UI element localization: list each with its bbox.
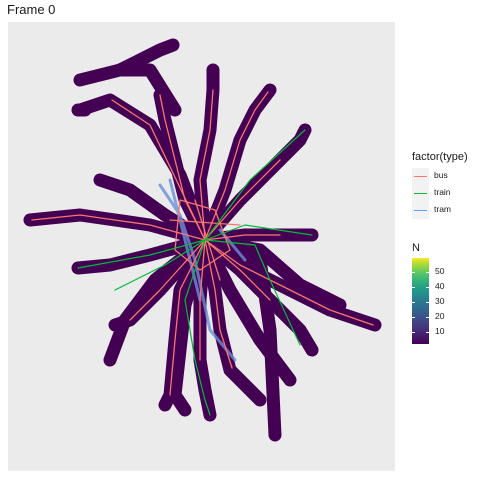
tram-route (168, 178, 202, 302)
bus-route (204, 239, 271, 301)
plot-title: Frame 0 (7, 2, 56, 17)
bus-route (204, 234, 281, 241)
stop-buffer-route (73, 63, 182, 117)
bus-route (204, 159, 281, 241)
bus-route (169, 219, 241, 226)
train-route (204, 239, 301, 346)
map-panel (8, 22, 395, 471)
type-legend: factor(type) bus train tram (412, 151, 468, 219)
legend-label-bus: bus (434, 170, 448, 180)
legend-label-tram: tram (434, 204, 451, 214)
n-tick-40: 40 (435, 281, 445, 291)
legend-key-tram: tram (412, 202, 472, 219)
transit-network-map (23, 38, 382, 442)
bus-route (204, 91, 269, 241)
train-route (114, 239, 206, 291)
bus-route (174, 199, 231, 271)
bus-route (31, 214, 206, 241)
bus-route (169, 239, 206, 396)
train-route (184, 239, 211, 416)
bus-route (129, 239, 206, 321)
bus-route (199, 89, 214, 241)
bus-route (204, 239, 233, 369)
type-legend-title: factor(type) (412, 151, 468, 163)
bus-route (204, 239, 374, 326)
n-tick-10: 10 (435, 326, 445, 336)
n-tick-20: 20 (435, 311, 445, 321)
n-tick-30: 30 (435, 296, 445, 306)
stop-buffer-route (103, 233, 212, 367)
legend-key-bus: bus (412, 168, 472, 185)
n-legend-title: N (412, 242, 420, 254)
legend-label-train: train (434, 187, 451, 197)
n-legend: N 50 40 30 20 10 (412, 242, 444, 344)
n-colorbar (412, 258, 429, 344)
stop-buffer-route (168, 233, 212, 417)
n-tick-50: 50 (435, 266, 445, 276)
train-route (204, 224, 313, 241)
stop-buffer-route (113, 38, 180, 77)
bus-route (199, 239, 206, 361)
legend-key-train: train (412, 185, 472, 202)
